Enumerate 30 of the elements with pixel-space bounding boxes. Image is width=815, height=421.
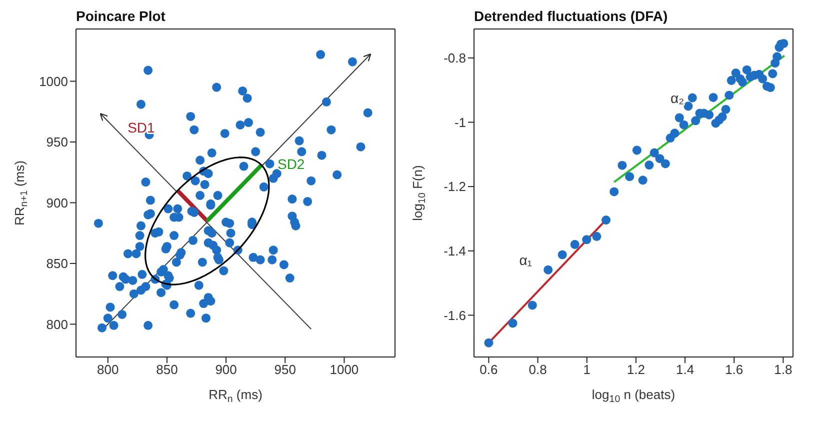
x-tick-label: 850 bbox=[156, 362, 178, 378]
text: SD1 bbox=[128, 120, 156, 136]
chart-title: Poincare Plot bbox=[76, 8, 166, 24]
y-tick-label: -1.4 bbox=[444, 243, 466, 258]
x-tick-label: 0.6 bbox=[480, 362, 498, 378]
x-tick-label: 1000 bbox=[330, 362, 359, 378]
y-tick-label: -1.6 bbox=[444, 308, 466, 323]
series-label: α₁ bbox=[519, 252, 532, 268]
x-tick-label: 1.8 bbox=[774, 362, 792, 378]
y-tick-label: 1000 bbox=[39, 74, 68, 89]
y-tick-label: 800 bbox=[46, 316, 68, 332]
y-tick-label: -1.2 bbox=[444, 179, 466, 194]
series-label: SD2 bbox=[277, 156, 305, 172]
x-axis-title: RR$_{n}$ (ms) bbox=[208, 387, 262, 405]
x-tick-label: 1.2 bbox=[626, 362, 645, 378]
y-tick-label: 950 bbox=[46, 134, 68, 150]
x-tick-label: 950 bbox=[274, 362, 296, 378]
y-tick-label: -1 bbox=[454, 114, 466, 130]
x-axis-title: log$_{10}$ n (beats) bbox=[592, 387, 676, 405]
x-tick-label: 800 bbox=[97, 362, 119, 378]
x-tick-label: 1 bbox=[583, 362, 590, 378]
x-tick-label: 0.8 bbox=[528, 362, 547, 378]
x-tick-label: 1.4 bbox=[676, 362, 694, 378]
y-tick-label: -0.8 bbox=[444, 50, 466, 66]
y-tick-label: 900 bbox=[46, 195, 68, 210]
y-tick-label: 850 bbox=[46, 256, 68, 272]
chart-title: Detrended fluctuations (DFA) bbox=[474, 8, 668, 24]
x-tick-label: 1.6 bbox=[725, 362, 744, 378]
x-tick-label: 900 bbox=[215, 362, 237, 378]
series-label: α₂ bbox=[670, 90, 684, 106]
